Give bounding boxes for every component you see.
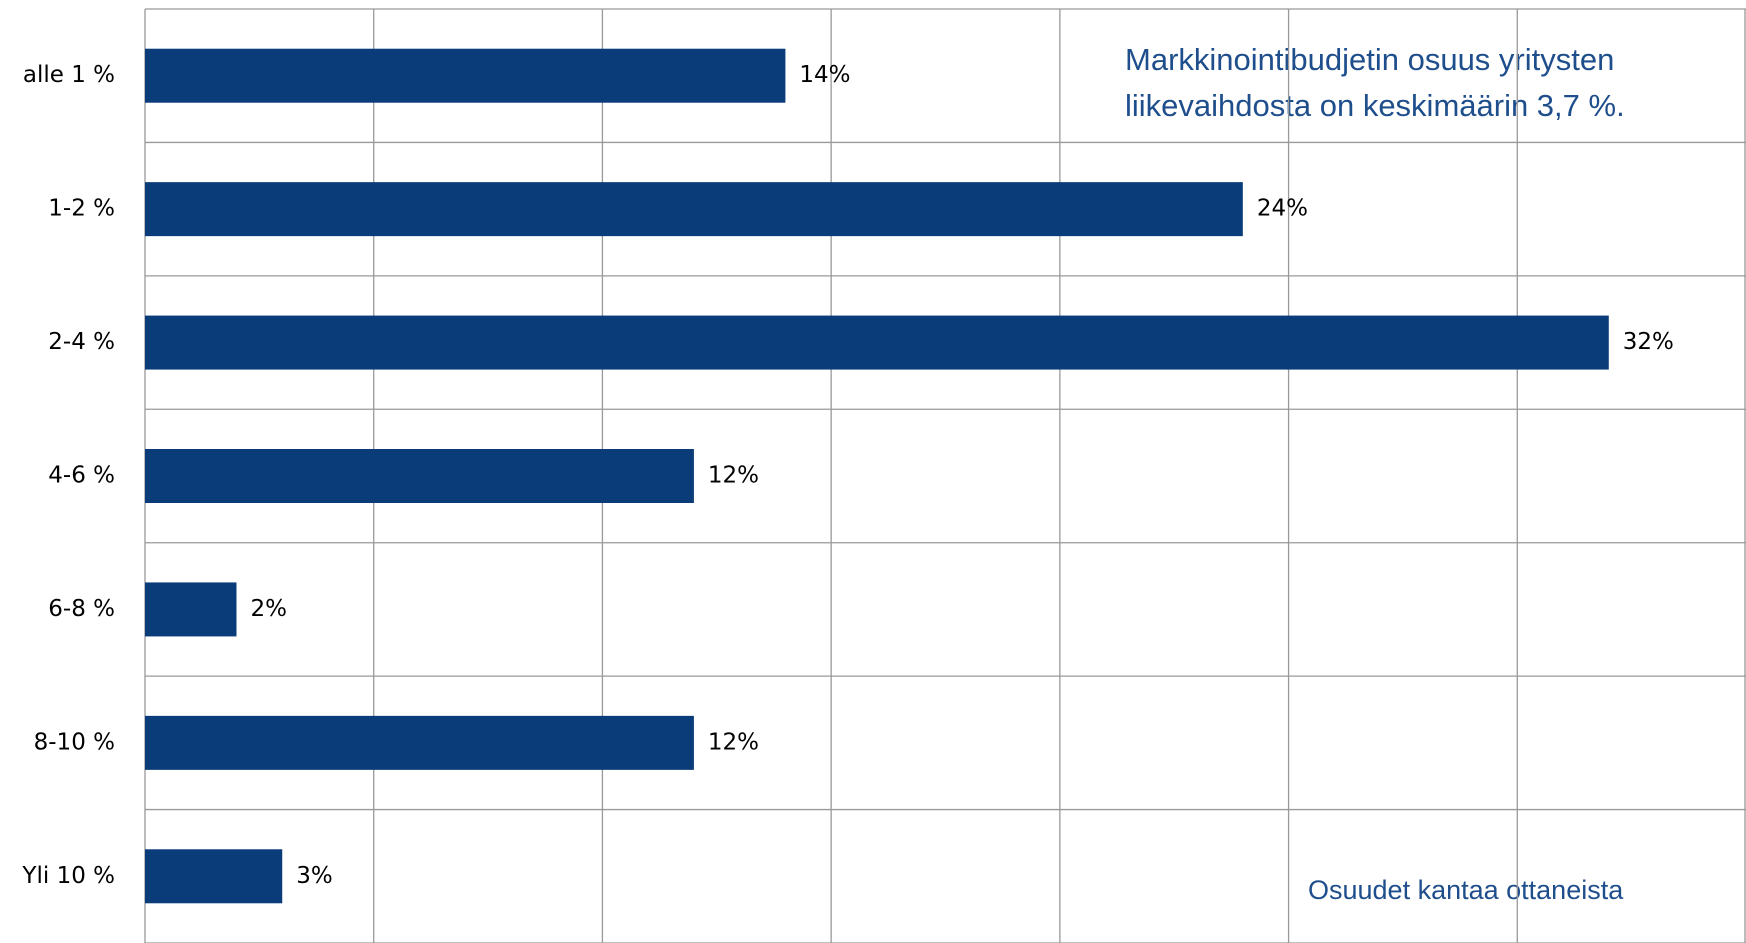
value-label: 12% xyxy=(708,729,759,755)
annotation-line: Markkinointibudjetin osuus yritysten xyxy=(1125,42,1614,77)
y-tick-label: 4-6 % xyxy=(48,463,115,489)
value-label: 2% xyxy=(250,596,287,622)
bar xyxy=(145,715,694,770)
value-label: 3% xyxy=(296,863,333,889)
value-label: 14% xyxy=(799,62,850,88)
value-label: 32% xyxy=(1623,329,1674,355)
bar xyxy=(145,449,694,503)
value-label: 12% xyxy=(708,463,759,489)
bar xyxy=(145,849,283,904)
note: Osuudet kantaa ottaneista xyxy=(1308,875,1624,905)
bar xyxy=(145,182,1243,237)
value-label: 24% xyxy=(1257,196,1308,222)
y-tick-label: alle 1 % xyxy=(23,62,115,88)
bar xyxy=(145,48,786,103)
y-tick-label: 6-8 % xyxy=(48,596,115,622)
y-tick-label: Yli 10 % xyxy=(21,863,115,889)
annotation-line: liikevaihdosta on keskimäärin 3,7 %. xyxy=(1125,88,1625,123)
y-tick-label: 8-10 % xyxy=(34,729,115,755)
bar xyxy=(145,315,1609,370)
y-tick-label: 2-4 % xyxy=(48,329,115,355)
y-tick-label: 1-2 % xyxy=(48,196,115,222)
bar xyxy=(145,582,237,637)
